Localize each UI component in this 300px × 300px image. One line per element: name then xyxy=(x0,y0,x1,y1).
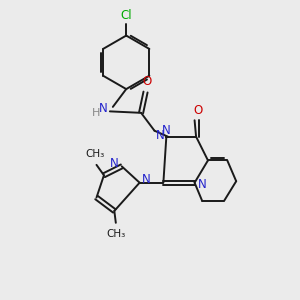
Text: H: H xyxy=(92,108,100,118)
Text: CH₃: CH₃ xyxy=(106,229,125,239)
Text: N: N xyxy=(110,158,119,170)
Text: O: O xyxy=(142,75,152,88)
Text: Cl: Cl xyxy=(120,9,132,22)
Text: N: N xyxy=(99,102,108,115)
Text: O: O xyxy=(193,104,202,117)
Text: N: N xyxy=(142,172,151,186)
Text: N: N xyxy=(162,124,171,136)
Text: N: N xyxy=(155,129,164,142)
Text: N: N xyxy=(198,178,206,191)
Text: CH₃: CH₃ xyxy=(85,148,105,159)
